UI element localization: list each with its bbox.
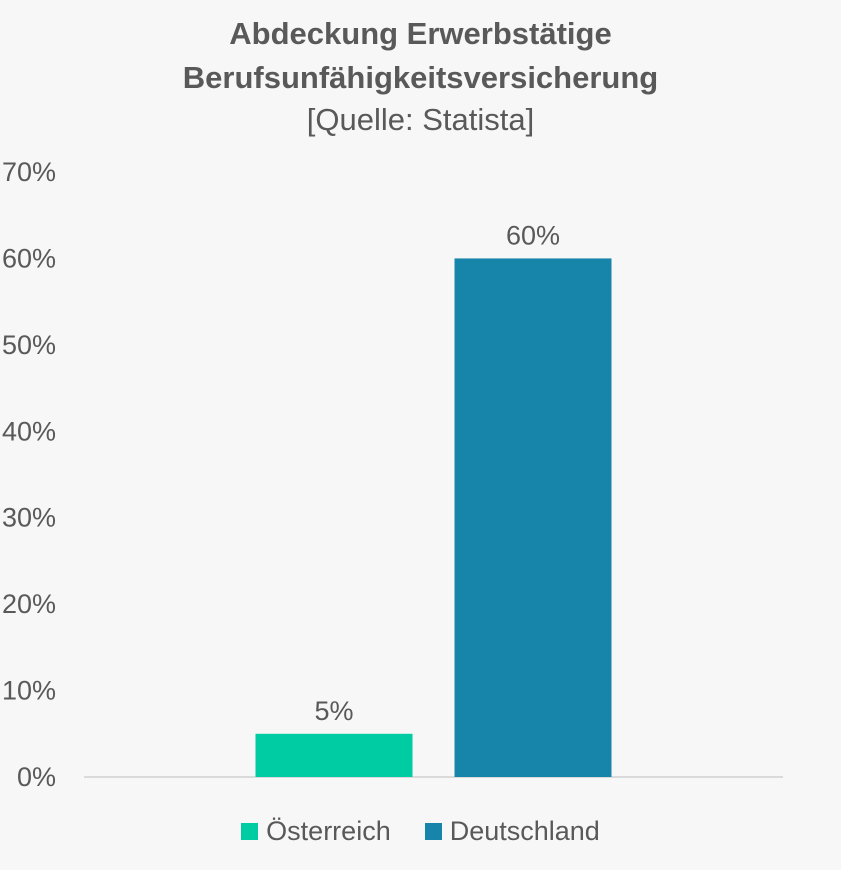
- chart-title-line-2: Berufsunfähigkeitsversicherung: [182, 60, 659, 95]
- legend-swatch-oesterreich: [241, 823, 259, 840]
- legend-item-oesterreich: Österreich: [241, 816, 391, 847]
- y-tick-label: 40%: [2, 416, 56, 446]
- legend-label-oesterreich: Österreich: [266, 816, 391, 846]
- y-tick-label: 10%: [2, 676, 56, 706]
- legend-item-deutschland: Deutschland: [424, 816, 600, 847]
- legend-swatch-deutschland: [424, 823, 442, 840]
- legend: Österreich Deutschland: [0, 816, 841, 847]
- y-tick-label: 20%: [2, 589, 56, 619]
- y-tick-label: 70%: [2, 157, 56, 187]
- y-tick-label: 50%: [2, 330, 56, 360]
- y-tick-label: 30%: [2, 503, 56, 533]
- data-label-deutschland: 60%: [506, 220, 560, 250]
- chart-title-line-1: Abdeckung Erwerbstätige: [229, 16, 612, 51]
- data-label-oesterreich: 5%: [314, 696, 353, 726]
- bar-oesterreich: [255, 733, 413, 777]
- legend-label-deutschland: Deutschland: [449, 816, 600, 846]
- bar-deutschland: [454, 258, 612, 777]
- y-tick-label: 0%: [17, 762, 56, 792]
- chart-subtitle: [Quelle: Statista]: [306, 102, 535, 137]
- y-tick-label: 60%: [2, 243, 56, 273]
